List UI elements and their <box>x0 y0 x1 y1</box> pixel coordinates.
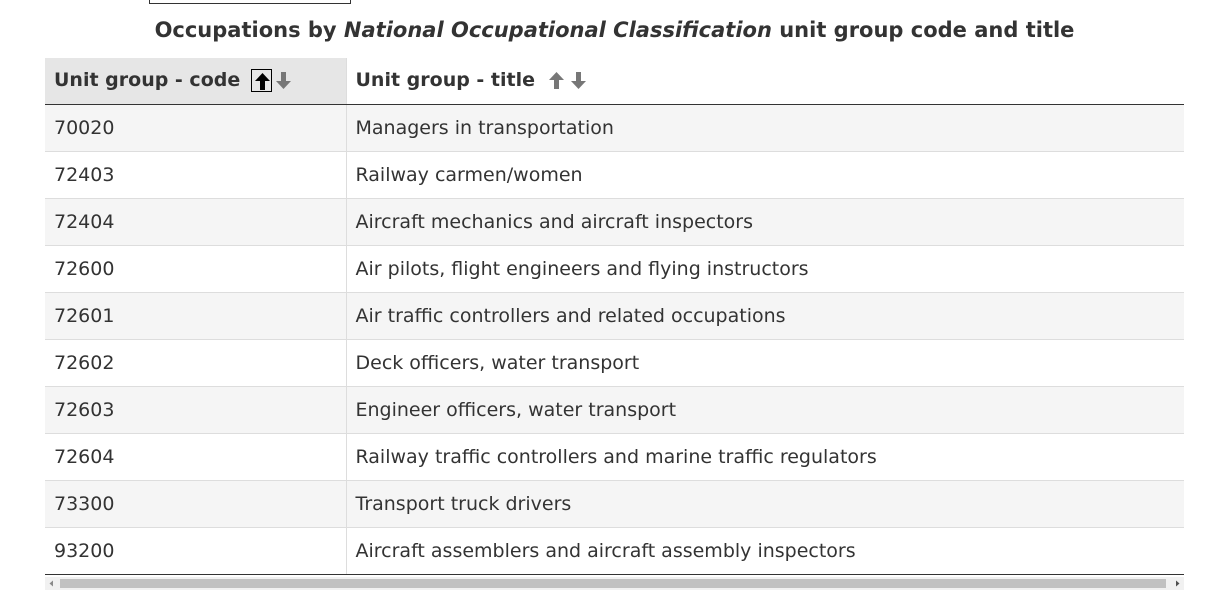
scroll-left-button[interactable] <box>45 577 58 590</box>
table-row: 70020 Managers in transportation <box>45 104 1184 152</box>
unit-group-title-cell: Railway carmen/women <box>346 151 1184 199</box>
unit-group-title-cell: Air traffic controllers and related occu… <box>346 292 1184 340</box>
unit-group-code-cell: 93200 <box>45 527 347 575</box>
unit-group-title-cell: Aircraft mechanics and aircraft inspecto… <box>346 198 1184 246</box>
title-sort-controls <box>546 69 590 92</box>
unit-group-code-cell: 73300 <box>45 480 347 528</box>
table-caption: Occupations by National Occupational Cla… <box>45 18 1184 42</box>
unit-group-title-cell: Deck officers, water transport <box>346 339 1184 387</box>
horizontal-scrollbar[interactable] <box>45 577 1184 590</box>
code-sort-ascending-button[interactable] <box>250 69 272 93</box>
unit-group-code-cell: 70020 <box>45 104 347 152</box>
caption-prefix: Occupations by <box>154 18 344 42</box>
arrow-up-icon <box>548 72 564 90</box>
unit-group-title-cell: Air pilots, flight engineers and flying … <box>346 245 1184 293</box>
unit-group-title-cell: Managers in transportation <box>346 104 1184 152</box>
unit-group-title-cell: Railway traffic controllers and marine t… <box>346 433 1184 481</box>
unit-group-title-cell: Aircraft assemblers and aircraft assembl… <box>346 527 1184 575</box>
table-row: 72603 Engineer officers, water transport <box>45 386 1184 434</box>
unit-group-title-cell: Engineer officers, water transport <box>346 386 1184 434</box>
unit-group-title-cell: Transport truck drivers <box>346 480 1184 528</box>
title-sort-descending-button[interactable] <box>568 69 589 92</box>
code-sort-descending-button[interactable] <box>273 69 294 92</box>
column-header-title: Unit group - title <box>346 58 1184 105</box>
column-header-code-label: Unit group - code <box>54 69 241 92</box>
table-row: 72600 Air pilots, flight engineers and f… <box>45 245 1184 293</box>
table-row: 72601 Air traffic controllers and relate… <box>45 292 1184 340</box>
caret-left-icon <box>49 580 53 587</box>
title-sort-ascending-button[interactable] <box>546 69 567 92</box>
unit-group-code-cell: 72603 <box>45 386 347 434</box>
column-header-title-label: Unit group - title <box>355 69 536 92</box>
occupations-table: Unit group - code <box>45 58 1184 575</box>
unit-group-code-cell: 72404 <box>45 198 347 246</box>
unit-group-code-cell: 72403 <box>45 151 347 199</box>
table-row: 73300 Transport truck drivers <box>45 480 1184 528</box>
caption-suffix: unit group code and title <box>771 18 1075 42</box>
table-row: 72604 Railway traffic controllers and ma… <box>45 433 1184 481</box>
table-row: 93200 Aircraft assemblers and aircraft a… <box>45 527 1184 575</box>
code-sort-controls <box>250 69 295 93</box>
caret-right-icon <box>1176 580 1180 587</box>
column-header-code: Unit group - code <box>45 58 347 105</box>
arrow-up-icon <box>254 73 270 91</box>
unit-group-code-cell: 72601 <box>45 292 347 340</box>
unit-group-code-cell: 72600 <box>45 245 347 293</box>
table-row: 72403 Railway carmen/women <box>45 151 1184 199</box>
table-row: 72404 Aircraft mechanics and aircraft in… <box>45 198 1184 246</box>
top-control-stub <box>149 0 351 4</box>
table-container: Unit group - code <box>45 58 1184 576</box>
table-row: 72602 Deck officers, water transport <box>45 339 1184 387</box>
unit-group-code-cell: 72602 <box>45 339 347 387</box>
unit-group-code-cell: 72604 <box>45 433 347 481</box>
arrow-down-icon <box>275 72 291 90</box>
arrow-down-icon <box>570 72 586 90</box>
scroll-right-button[interactable] <box>1171 577 1184 590</box>
caption-emphasis: National Occupational Classification <box>343 18 772 42</box>
scrollbar-thumb[interactable] <box>60 579 1166 588</box>
header-row: Unit group - code <box>45 58 1184 105</box>
